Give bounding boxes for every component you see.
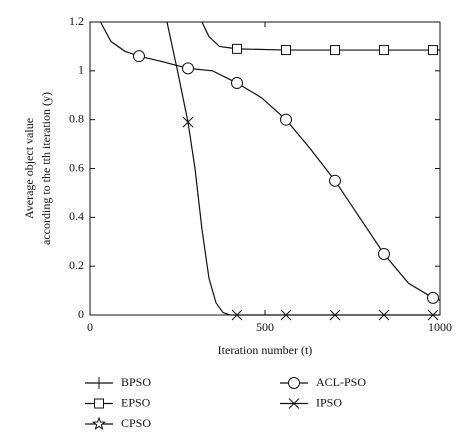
marker [232,43,242,54]
marker [330,45,340,56]
y-axis-label: Average object value [22,118,36,219]
legend-label: IPSO [316,395,342,409]
legend-label: EPSO [121,395,151,409]
plot-frame [89,21,441,316]
marker [428,45,438,56]
marker [288,398,300,409]
x-tick-label: 1000 [428,320,452,334]
legend-label: CPSO [121,416,151,430]
x-tick-label: 500 [256,320,274,334]
marker [427,309,439,321]
line [166,21,440,316]
marker [91,416,107,431]
marker [231,77,243,90]
y-tick-label: 1.2 [69,14,84,28]
y-axis-label: according to the tth iteration (y) [39,92,53,245]
marker [288,377,300,389]
marker [329,174,341,187]
y-tick-label: 0.2 [69,258,84,272]
series [166,21,440,321]
y-tick-label: 0 [78,307,84,321]
marker [133,50,145,63]
marker [231,309,243,321]
marker [93,377,105,389]
marker [378,309,390,321]
y-tick-label: 0.6 [69,160,84,174]
marker [280,309,292,321]
marker [182,62,194,75]
marker [379,45,389,56]
marker [427,291,439,304]
marker [182,116,194,128]
y-tick-label: 0.8 [69,111,84,125]
y-tick-label: 0.4 [69,209,84,223]
x-axis-label: Iteration number (t) [218,343,313,357]
y-tick-label: 1 [78,63,84,77]
marker [94,398,104,409]
x-tick-label: 0 [87,320,93,334]
marker [281,45,291,56]
marker [378,247,390,260]
marker [280,113,292,126]
series [99,21,441,304]
legend-label: BPSO [121,375,151,389]
legend-label: ACL-PSO [316,375,366,389]
marker [329,309,341,321]
series [201,21,440,56]
line [99,21,441,301]
